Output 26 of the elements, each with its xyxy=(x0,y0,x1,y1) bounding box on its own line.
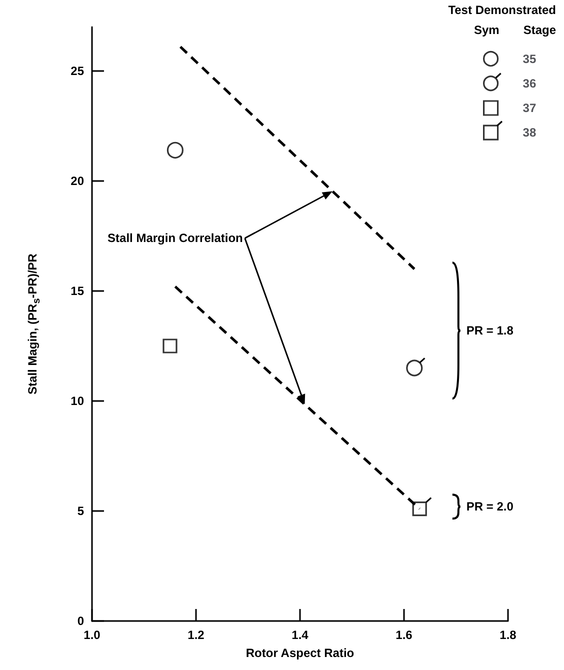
x-tick-label: 1.4 xyxy=(292,628,309,642)
point xyxy=(166,142,184,158)
legend-label: 38 xyxy=(522,126,536,140)
y-tick-label: 10 xyxy=(70,394,84,408)
point xyxy=(406,360,423,376)
x-tick-label: 1.8 xyxy=(500,628,517,642)
text: Stage xyxy=(523,23,556,37)
y-tick-label: 25 xyxy=(70,64,84,78)
legend-label: 35 xyxy=(522,52,536,66)
x-tick-label: 1.2 xyxy=(188,628,205,642)
annotation: PR = 1.8 xyxy=(466,324,514,338)
y-tick-label: 15 xyxy=(70,284,84,298)
annotation: Stall Margin Correlation xyxy=(108,231,243,246)
x-tick-label: 1.0 xyxy=(84,628,101,642)
point xyxy=(162,338,178,354)
annotation: Sym xyxy=(474,23,500,37)
legend-title: Test Demonstrated xyxy=(448,3,556,17)
x-tick-label: 1.6 xyxy=(396,628,413,642)
legend-label: 37 xyxy=(522,101,536,115)
y-tick-label: 5 xyxy=(77,504,84,518)
y-tick-label: 20 xyxy=(70,174,84,188)
x-axis-title: Rotor Aspect Ratio xyxy=(246,646,354,660)
annotation: PR = 2.0 xyxy=(466,500,514,514)
y-tick-label: 0 xyxy=(77,614,84,628)
point xyxy=(412,502,427,516)
legend-label: 36 xyxy=(522,76,536,90)
